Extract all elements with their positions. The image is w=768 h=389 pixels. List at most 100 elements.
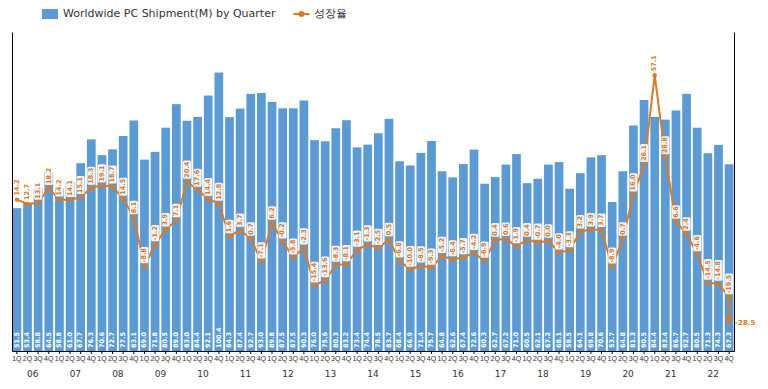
x-tick: 2Q xyxy=(448,351,458,363)
growth-label: 16.0 xyxy=(629,173,637,191)
growth-label-bg xyxy=(576,215,584,229)
growth-label-bg xyxy=(87,167,95,185)
growth-label-text: 7.1 xyxy=(172,204,180,216)
growth-label-bg xyxy=(374,229,382,245)
bar-label: 60.5 xyxy=(523,331,531,348)
growth-marker xyxy=(355,248,359,252)
bar-label: 92.7 xyxy=(682,332,690,348)
year-label: 12 xyxy=(282,369,293,379)
bar-label: 83.1 xyxy=(130,331,138,348)
x-tick-mark xyxy=(38,351,39,354)
bar-label: 51.5 xyxy=(13,331,21,348)
growth-label-text: 3.7 xyxy=(597,215,605,227)
x-tick-mark xyxy=(516,351,517,354)
bar-label: 93.0 xyxy=(257,331,265,348)
growth-label-text: -0.2 xyxy=(278,223,286,237)
growth-label-bg xyxy=(321,256,329,277)
growth-label-bg xyxy=(566,231,574,247)
growth-marker xyxy=(472,251,476,255)
x-tick: 3Q xyxy=(544,351,554,363)
bar xyxy=(161,128,170,351)
x-tick: 1Q xyxy=(140,351,150,363)
growth-label: -5.2 xyxy=(438,237,446,253)
x-tick-label: 2Q xyxy=(320,355,330,363)
growth-label-text: -15.4 xyxy=(310,262,318,281)
bar-label: 100.4 xyxy=(215,327,223,348)
x-tick-mark xyxy=(410,351,411,354)
x-tick: 4Q xyxy=(384,351,394,363)
year-label: 06 xyxy=(27,369,39,379)
x-axis: 1Q2Q3Q4Q1Q2Q3Q4Q1Q2Q3Q4Q1Q2Q3Q4Q1Q2Q3Q4Q… xyxy=(12,351,734,363)
x-tick: 3Q xyxy=(331,351,341,363)
growth-label-text: 14.2 xyxy=(55,180,63,196)
legend-label: Worldwide PC Shipment(M) by Quarter xyxy=(63,7,276,20)
x-tick: 3Q xyxy=(374,351,384,363)
x-tick: 4Q xyxy=(44,351,54,363)
growth-label-bg xyxy=(704,259,712,280)
bar-label: 67.7 xyxy=(76,332,84,348)
x-tick-label: 3Q xyxy=(33,355,43,363)
growth-label-text: 13.1 xyxy=(34,182,42,199)
growth-label-bg xyxy=(257,242,265,258)
growth-marker xyxy=(323,278,327,282)
x-tick: 2Q xyxy=(23,351,33,363)
bar xyxy=(183,121,192,351)
growth-marker xyxy=(695,252,699,256)
growth-marker xyxy=(259,259,263,263)
year-label: 14 xyxy=(367,369,379,379)
x-tick-mark xyxy=(282,351,283,354)
bar-label: 80.3 xyxy=(332,332,340,348)
x-tick-label: 4Q xyxy=(427,355,437,363)
growth-marker xyxy=(429,266,433,270)
growth-label: -7.1 xyxy=(257,242,265,258)
growth-label-text: -8.3 xyxy=(332,247,340,261)
x-tick-label: 2Q xyxy=(576,355,586,363)
bar-label: 84.4 xyxy=(650,331,658,348)
growth-label-bg xyxy=(449,240,457,256)
x-tick: 3Q xyxy=(501,351,511,363)
x-tick-label: 4Q xyxy=(469,355,479,363)
growth-marker xyxy=(514,244,518,248)
growth-label-bg xyxy=(364,225,372,241)
x-tick-label: 4Q xyxy=(384,355,394,363)
x-tick: 4Q xyxy=(427,351,437,363)
x-tick: 2Q xyxy=(703,351,713,363)
x-tick-mark xyxy=(357,351,358,354)
growth-label-bg xyxy=(130,201,138,215)
x-tick-mark xyxy=(70,351,71,354)
growth-label: 12.7 xyxy=(23,183,31,201)
x-tick-label: 3Q xyxy=(586,355,596,363)
x-tick: 1Q xyxy=(310,351,320,363)
x-tick-mark xyxy=(155,351,156,354)
bar xyxy=(204,96,213,351)
growth-label-bg xyxy=(661,136,669,154)
growth-label: 6.2 xyxy=(268,206,276,220)
x-tick-mark xyxy=(527,351,528,354)
growth-marker xyxy=(100,183,104,187)
annotation-bg xyxy=(734,319,757,328)
growth-label: -8.8 xyxy=(140,247,148,263)
x-tick-label: 1Q xyxy=(437,355,447,363)
x-tick-mark xyxy=(654,351,655,354)
growth-label-text: 0.4 xyxy=(523,224,531,236)
growth-marker xyxy=(68,198,72,202)
growth-label: 3.7 xyxy=(597,214,605,228)
bar xyxy=(629,125,638,351)
growth-marker xyxy=(78,195,82,199)
growth-label-bg xyxy=(172,204,180,218)
bar xyxy=(576,173,585,351)
growth-label: 0.7 xyxy=(247,222,255,236)
year-label: 13 xyxy=(325,369,336,379)
bar xyxy=(246,94,255,351)
x-tick: 2Q xyxy=(576,351,586,363)
x-tick-mark xyxy=(218,351,219,354)
growth-label-text: 26.1 xyxy=(640,145,648,162)
growth-label-text: -4.2 xyxy=(470,235,478,249)
x-tick-mark xyxy=(388,351,389,354)
x-tick: 1Q xyxy=(352,351,362,363)
x-tick: 4Q xyxy=(554,351,564,363)
x-tick-label: 4Q xyxy=(639,355,649,363)
x-tick-label: 3Q xyxy=(501,355,511,363)
bar xyxy=(119,136,128,351)
growth-label: 3.9 xyxy=(587,213,595,227)
